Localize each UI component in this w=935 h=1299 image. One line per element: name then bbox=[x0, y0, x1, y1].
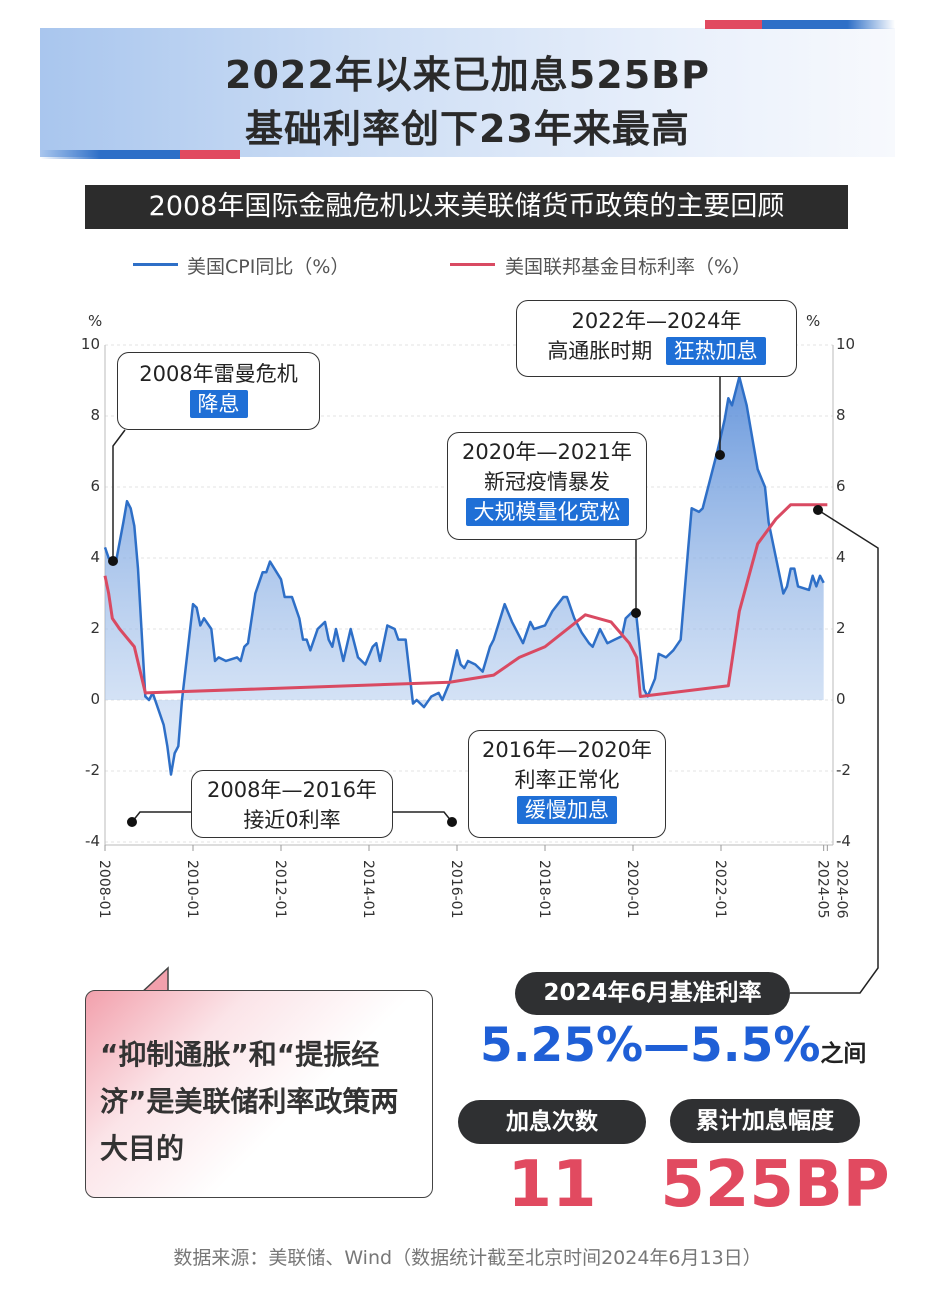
callout-covid-tag: 大规模量化宽松 bbox=[465, 498, 629, 526]
legend-fed-swatch bbox=[450, 263, 495, 266]
hikes-label-pill: 加息次数 bbox=[458, 1100, 646, 1144]
callout-normalize-sub: 利率正常化 bbox=[514, 768, 620, 792]
callout-inflation-tag: 狂热加息 bbox=[665, 337, 766, 365]
y-tick-label-left: 6 bbox=[90, 477, 100, 495]
legend-cpi-label: 美国CPI同比（%） bbox=[187, 256, 350, 278]
x-tick-label: 2008-01 bbox=[96, 860, 112, 919]
marker-dot bbox=[108, 556, 118, 566]
callout-inflation-title: 2022年—2024年 bbox=[571, 309, 742, 333]
callout-zero-sub: 接近0利率 bbox=[243, 808, 341, 832]
callout-lehman-title: 2008年雷曼危机 bbox=[139, 362, 298, 386]
y-tick-label-right: 10 bbox=[836, 335, 856, 353]
cpi-area bbox=[105, 376, 824, 775]
callout-normalize-title: 2016年—2020年 bbox=[482, 738, 652, 762]
callout-inflation: 2022年—2024年 高通胀时期 狂热加息 bbox=[516, 300, 797, 377]
callout-lehman-tag: 降息 bbox=[189, 390, 248, 418]
callout-lehman: 2008年雷曼危机 降息 bbox=[117, 352, 320, 430]
x-tick-label: 2022-01 bbox=[712, 860, 728, 919]
x-tick-label: 2024-06 bbox=[833, 860, 850, 919]
benchmark-label-pill: 2024年6月基准利率 bbox=[515, 972, 790, 1015]
y-tick-label-right: -4 bbox=[836, 832, 851, 850]
x-tick-label: 2020-01 bbox=[624, 860, 640, 919]
x-tick-label: 2010-01 bbox=[184, 860, 200, 919]
callout-covid-title: 2020年—2021年 bbox=[462, 440, 632, 464]
x-tick-label: 2018-01 bbox=[536, 860, 552, 919]
callout-zero-rate: 2008年—2016年 接近0利率 bbox=[191, 770, 393, 838]
benchmark-value-row: 5.25%—5.5%之间 bbox=[480, 1018, 880, 1073]
y-tick-label-right: 2 bbox=[836, 619, 846, 637]
benchmark-value: 5.25%—5.5% bbox=[480, 1018, 821, 1073]
benchmark-suffix: 之间 bbox=[820, 1041, 867, 1067]
y-unit-left: % bbox=[88, 312, 103, 330]
y-unit-right: % bbox=[806, 312, 821, 330]
bubble-tail bbox=[140, 966, 210, 996]
cpi-line bbox=[103, 375, 825, 776]
chart-subtitle: 2008年国际金融危机以来美联储货币政策的主要回顾 bbox=[85, 185, 848, 229]
hikes-value: 11 bbox=[507, 1148, 597, 1222]
marker-dot bbox=[447, 817, 457, 827]
y-tick-label-right: 4 bbox=[836, 548, 846, 566]
source-note: 数据来源：美联储、Wind（数据统计截至北京时间2024年6月13日） bbox=[173, 1247, 762, 1269]
callout-zero-title: 2008年—2016年 bbox=[207, 778, 377, 802]
leader-zero-right bbox=[393, 811, 453, 823]
marker-dot bbox=[715, 450, 725, 460]
y-tick-label-right: 0 bbox=[836, 690, 846, 708]
y-tick-label-right: 8 bbox=[836, 406, 846, 424]
legend-fed-label: 美国联邦基金目标利率（%） bbox=[505, 256, 752, 278]
leader-benchmark bbox=[790, 509, 879, 994]
y-tick-label-left: 10 bbox=[80, 335, 100, 353]
y-tick-label-left: 4 bbox=[90, 548, 100, 566]
decor-strip-bottom bbox=[40, 150, 240, 159]
legend-cpi-swatch bbox=[133, 263, 178, 266]
y-tick-label-left: -4 bbox=[85, 832, 100, 850]
callout-normalize-tag: 缓慢加息 bbox=[517, 796, 617, 824]
marker-dot bbox=[631, 608, 641, 618]
y-tick-label-left: -2 bbox=[85, 761, 100, 779]
y-tick-label-right: 6 bbox=[836, 477, 846, 495]
cumulative-value: 525BP bbox=[660, 1148, 890, 1222]
leader-zero-left bbox=[131, 811, 191, 823]
marker-dot bbox=[127, 817, 137, 827]
x-tick-label: 2014-01 bbox=[360, 860, 376, 919]
y-tick-label-left: 0 bbox=[90, 690, 100, 708]
speech-bubble: “抑制通胀”和“提振经济”是美联储利率政策两大目的 bbox=[85, 990, 433, 1198]
y-tick-label-left: 8 bbox=[90, 406, 100, 424]
x-tick-label: 2016-01 bbox=[448, 860, 464, 919]
header-banner bbox=[40, 28, 895, 157]
callout-normalize: 2016年—2020年 利率正常化 缓慢加息 bbox=[468, 730, 666, 838]
page-title-line2: 基础利率创下23年来最高 bbox=[245, 107, 690, 151]
cumulative-label-pill: 累计加息幅度 bbox=[670, 1099, 860, 1143]
y-tick-label-right: -2 bbox=[836, 761, 851, 779]
callout-covid-sub: 新冠疫情暴发 bbox=[484, 470, 610, 494]
x-tick-label: 2024-05 bbox=[814, 860, 831, 919]
x-tick-label: 2012-01 bbox=[272, 860, 288, 919]
fed-rate-line bbox=[103, 503, 828, 698]
marker-dot bbox=[813, 505, 823, 515]
decor-strip-top bbox=[705, 20, 895, 29]
callout-covid: 2020年—2021年 新冠疫情暴发 大规模量化宽松 bbox=[447, 432, 647, 540]
page-title-line1: 2022年以来已加息525BP bbox=[225, 53, 710, 97]
leader-lehman bbox=[112, 429, 126, 561]
callout-inflation-sub: 高通胀时期 bbox=[547, 339, 653, 363]
y-tick-label-left: 2 bbox=[90, 619, 100, 637]
